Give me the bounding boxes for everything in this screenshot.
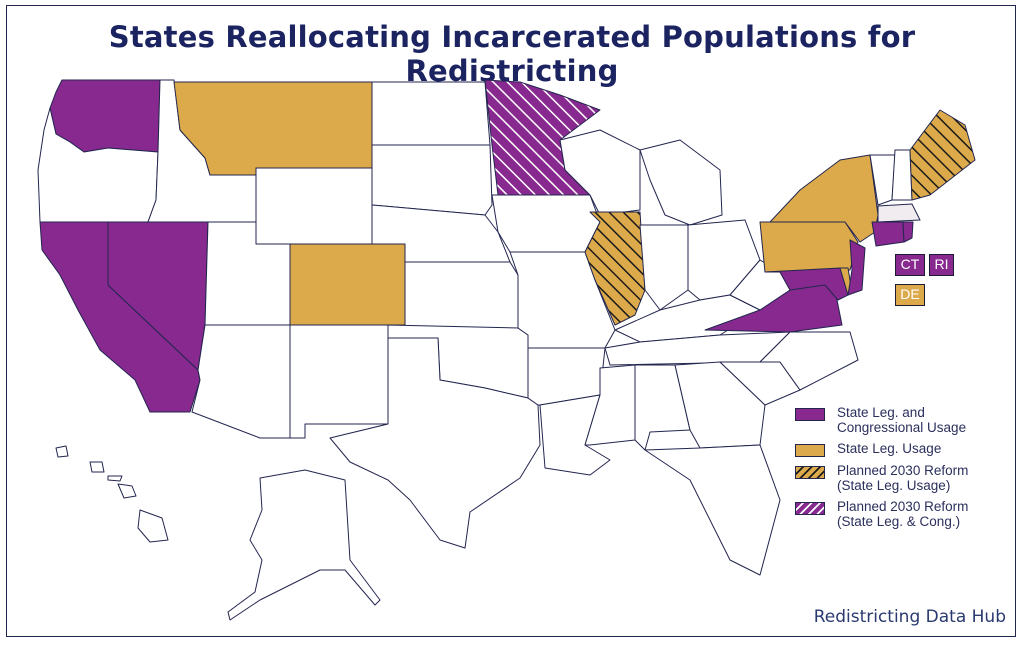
state-south-dakota	[371, 144, 493, 216]
map-title: States Reallocating Incarcerated Populat…	[108, 20, 916, 88]
island-hawaii-big	[137, 509, 169, 543]
legend-swatch-purple-hatch	[795, 502, 825, 515]
state-texas	[329, 337, 541, 549]
state-colorado	[289, 243, 406, 326]
state-rhode-island	[902, 221, 914, 243]
state-box-ct: CT	[895, 254, 925, 276]
state-connecticut	[871, 221, 905, 247]
state-iowa	[491, 194, 601, 253]
state-pennsylvania	[759, 221, 859, 273]
legend-swatch-gold-hatch	[795, 466, 825, 479]
state-new-hampshire	[891, 149, 913, 201]
state-michigan	[639, 139, 723, 226]
legend-label-line2: (State Leg. & Cong.)	[837, 514, 961, 529]
state-maine	[909, 109, 976, 201]
legend-label: State Leg. Usage	[837, 441, 942, 456]
state-indiana	[639, 224, 689, 311]
legend-item-planned-cong: Planned 2030 Reform (State Leg. & Cong.)	[795, 499, 1010, 529]
legend-label-line1: Planned 2030 Reform	[837, 499, 969, 514]
state-box-de: DE	[895, 284, 925, 306]
legend-item-planned-state: Planned 2030 Reform (State Leg. Usage)	[795, 463, 1010, 493]
island-hawaii-molokai	[107, 475, 123, 482]
legend-swatch-purple	[795, 408, 825, 421]
map-legend: State Leg. and Congressional Usage State…	[795, 405, 1010, 535]
state-box-ri: RI	[929, 254, 954, 276]
state-alaska	[227, 469, 381, 621]
state-massachusetts	[877, 203, 921, 223]
legend-item-state-leg: State Leg. Usage	[795, 441, 1010, 457]
state-wyoming	[255, 167, 373, 245]
island-hawaii-oahu	[89, 461, 105, 473]
legend-swatch-gold	[795, 444, 825, 457]
state-new-mexico	[289, 324, 389, 439]
legend-label-line2: (State Leg. Usage)	[837, 478, 951, 493]
state-north-dakota	[371, 81, 491, 146]
credit-text: Redistricting Data Hub	[813, 607, 1006, 627]
legend-label-line2: Congressional Usage	[837, 420, 967, 435]
legend-label-line1: State Leg. and	[837, 405, 925, 420]
island-hawaii-maui	[117, 483, 137, 499]
legend-label-line1: Planned 2030 Reform	[837, 463, 969, 478]
state-florida	[644, 444, 781, 576]
state-arizona	[191, 324, 291, 439]
state-new-jersey	[847, 239, 866, 296]
legend-item-congressional: State Leg. and Congressional Usage	[795, 405, 1010, 435]
state-kansas	[404, 261, 519, 329]
island-hawaii-kauai	[55, 445, 69, 458]
